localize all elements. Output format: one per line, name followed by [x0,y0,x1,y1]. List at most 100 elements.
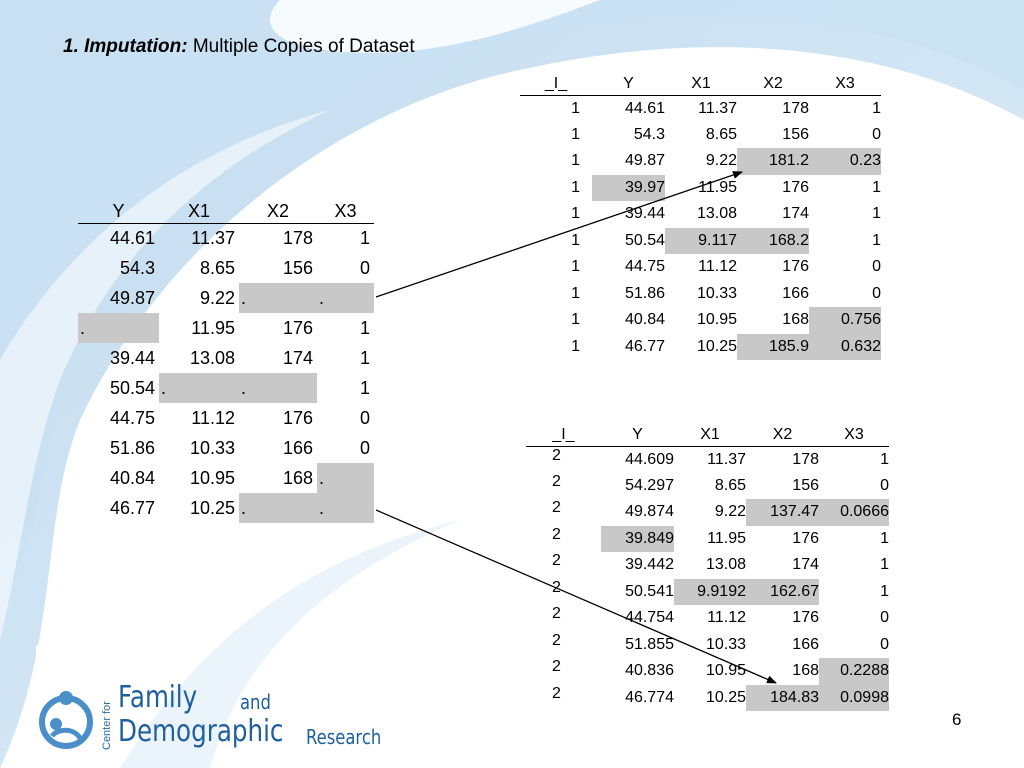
cell: 8.65 [705,125,737,143]
table-row: 1 50.54 9.117 168.2 1 [520,227,881,254]
missing-cell: . [239,283,317,313]
cell: 176 [282,317,313,338]
table-header-row: _I_ Y X1 X2 X3 [520,71,881,96]
cell: 44.61 [109,227,155,248]
cell: 174 [782,205,809,223]
cell: 13.08 [705,556,746,574]
table-row: 1 39.44 13.08 174 1 [520,201,881,228]
title-lead: 1. Imputation: [63,36,188,57]
cell: 8.65 [199,257,235,278]
cell: 2 [552,499,561,516]
table-row: 1 49.87 9.22 181.2 0.23 [520,148,881,175]
imputation-2-table: _I_ Y X1 X2 X3 2 44.609 11.37 178 1 2 54.297 8… [526,422,889,711]
cell: 10.95 [705,662,746,680]
table-row: 2 49.874 9.22 137.47 0.0666 [526,499,889,526]
cell: 1 [880,450,889,468]
logo-family: Family [118,680,198,715]
cell: 40.84 [109,467,155,488]
cell: 156 [282,257,313,278]
cell: 11.37 [191,227,235,248]
cell: 54.3 [633,125,665,143]
imputed-cell: 0.756 [809,307,881,334]
table-row: 2 44.754 11.12 176 0 [526,605,889,632]
cell: 10.25 [696,337,737,355]
header-imputation-index: _I_ [520,71,592,96]
cell: 1 [872,99,881,117]
cell: 1 [571,258,580,276]
cell: 50.54 [109,377,155,398]
cell: 10.33 [189,437,235,458]
table-row: 2 50.541 9.9192 162.67 1 [526,578,889,605]
cell: 168 [282,467,313,488]
table-row: 40.84 10.95 168. [78,463,374,493]
imputed-cell: 0.632 [809,333,881,360]
cell: 54.297 [625,476,674,494]
cell: 1 [571,152,580,170]
table-header-row: _I_ Y X1 X2 X3 [526,422,889,447]
imputed-cell: 185.9 [737,333,809,360]
cell: 2 [552,472,561,490]
cell: 1 [571,178,580,196]
cell: 1 [359,317,370,338]
cell: 1 [571,205,580,223]
cell: 176 [782,258,809,276]
table-row: 1 39.97 11.95 176 1 [520,174,881,201]
cell: 51.86 [624,284,665,302]
cell: 2 [552,446,561,464]
cell: 11.37 [707,450,746,468]
table-row: 1 44.75 11.12 176 0 [520,254,881,281]
table-row: 50.54.. 1 [78,373,374,403]
header-x3: X3 [819,422,889,447]
imputed-cell: 9.9192 [674,578,746,605]
cell: 39.442 [625,556,674,574]
missing-cell: . [78,313,159,343]
logo-center-for: Center for [99,690,115,750]
imputed-cell: 0.0666 [819,499,889,526]
cell: 0 [872,284,881,302]
cell: 11.12 [707,609,746,627]
cell: 1 [872,178,881,196]
imputed-cell: 137.47 [746,499,819,526]
cell: 8.65 [714,476,746,494]
table-row: 1 51.86 10.33 166 0 [520,281,881,308]
cell: 49.87 [109,287,155,308]
table-row: 51.86 10.33 166 0 [78,433,374,463]
table-row: 49.87 9.22.. [78,283,374,313]
table-row: 2 46.774 10.25 184.83 0.0998 [526,684,889,711]
cell: 1 [872,231,881,249]
table-row: 39.44 13.08 174 1 [78,343,374,373]
cell: 2 [552,605,561,622]
cell: 44.609 [625,450,674,468]
cell: 1 [880,556,889,574]
cell: 46.77 [624,337,665,355]
imputation-1-table: _I_ Y X1 X2 X3 1 44.61 11.37 178 1 1 54.3 8.65… [520,71,881,360]
header-x3: X3 [317,199,374,224]
cell: 44.754 [625,609,674,627]
cell: 1 [359,347,370,368]
cell: 2 [552,578,561,596]
cell: 50.54 [624,231,665,249]
cell: 51.855 [625,635,674,653]
missing-cell: . [317,493,374,523]
cell: 40.836 [625,662,674,680]
cell: 168 [792,662,819,680]
imputed-cell: 0.0998 [819,684,889,711]
table-row: 2 39.849 11.95 176 1 [526,525,889,552]
cell: 0 [880,635,889,653]
cell: 2 [552,631,561,649]
imputed-cell: 168.2 [737,227,809,254]
cell: 44.75 [109,407,155,428]
table-row: 44.61 11.37 178 1 [78,223,374,253]
cell: 166 [782,284,809,302]
table-row: 54.3 8.65 156 0 [78,253,374,283]
cell: 1 [571,125,580,143]
cell: 10.25 [705,688,746,706]
cell: 0 [359,407,370,428]
cell: 2 [552,684,561,702]
cell: 44.75 [624,258,665,276]
cell: 0 [872,125,881,143]
slide-title: 1. Imputation: Multiple Copies of Datase… [63,36,415,58]
cell: 10.33 [696,284,737,302]
bgsu-su-text: SU [77,640,118,673]
table-row: 2 44.609 11.37 178 1 [526,446,889,473]
